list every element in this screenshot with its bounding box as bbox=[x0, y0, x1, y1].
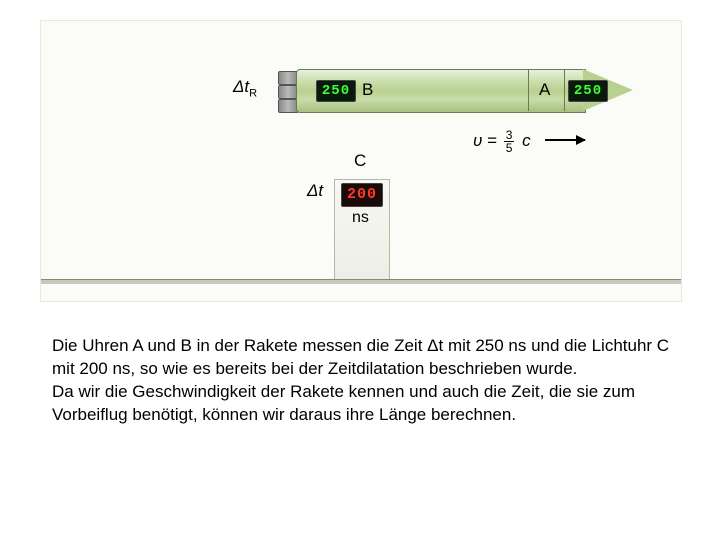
delta-t-r-text: Δt bbox=[233, 77, 249, 96]
description-text: Die Uhren A und B in der Rakete messen d… bbox=[52, 335, 672, 427]
label-a: A bbox=[539, 80, 550, 100]
velocity-symbol: υ bbox=[473, 131, 482, 150]
velocity-arrow-icon bbox=[545, 139, 585, 141]
engine-top bbox=[278, 71, 298, 85]
paragraph-2: Da wir die Geschwindigkeit der Rakete ke… bbox=[52, 381, 672, 427]
engine-mid bbox=[278, 85, 298, 99]
delta-t-label: Δt bbox=[307, 181, 323, 201]
clock-c: 200 bbox=[341, 183, 383, 207]
rocket: 250 B A 250 bbox=[266, 63, 636, 117]
delta-t-r-sub: R bbox=[249, 87, 257, 99]
label-b: B bbox=[362, 80, 373, 100]
ground-line bbox=[41, 279, 681, 284]
clock-b: 250 bbox=[316, 80, 356, 102]
rocket-section-line-2 bbox=[564, 69, 565, 111]
unit-ns: ns bbox=[352, 209, 369, 227]
delta-t-r-label: ΔtR bbox=[233, 77, 257, 99]
paragraph-1: Die Uhren A und B in der Rakete messen d… bbox=[52, 335, 672, 381]
engine-bottom bbox=[278, 99, 298, 113]
clock-a: 250 bbox=[568, 80, 608, 102]
velocity-c: c bbox=[522, 131, 531, 150]
velocity-equation: υ = 3 5 c bbox=[473, 129, 531, 154]
label-c: C bbox=[354, 151, 366, 171]
diagram-area: 250 B A 250 ΔtR υ = 3 5 c C Δt 200 ns bbox=[40, 20, 682, 302]
rocket-section-line-1 bbox=[528, 69, 529, 111]
velocity-den: 5 bbox=[504, 142, 515, 154]
